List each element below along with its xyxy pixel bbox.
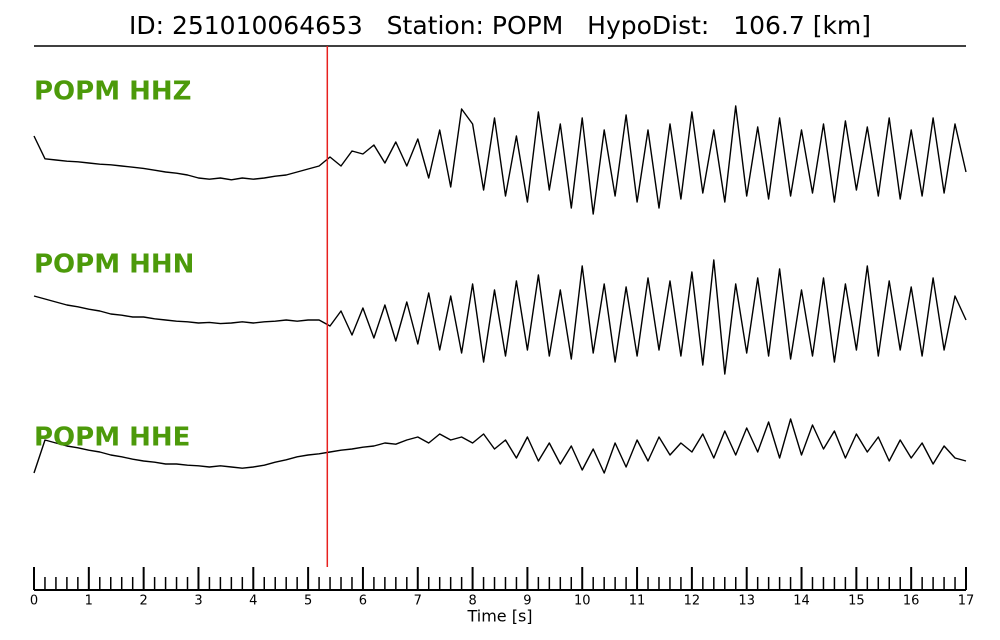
x-tick-label: 11: [629, 594, 646, 609]
x-tick-label: 13: [738, 594, 755, 609]
x-tick-label: 2: [140, 594, 148, 609]
x-tick-label: 3: [194, 594, 202, 609]
x-tick-label: 14: [793, 594, 810, 609]
x-tick-label: 5: [304, 594, 312, 609]
waveform: [33, 105, 967, 215]
x-tick-label: 9: [523, 594, 531, 609]
waveform: [33, 259, 967, 375]
x-tick-label: 15: [848, 594, 865, 609]
x-tick-label: 8: [468, 594, 476, 609]
x-tick-label: 16: [903, 594, 920, 609]
trace-label: POPM HHZ: [34, 77, 192, 107]
x-tick-label: 17: [958, 594, 975, 609]
trace-label: POPM HHN: [34, 250, 194, 280]
x-tick-label: 4: [249, 594, 257, 609]
x-axis-label: Time [s]: [466, 607, 532, 626]
chart-title: ID: 251010064653 Station: POPM HypoDist:…: [129, 11, 871, 40]
x-tick-label: 7: [414, 594, 422, 609]
x-tick-label: 10: [574, 594, 591, 609]
x-tick-label: 12: [684, 594, 701, 609]
x-tick-label: 1: [85, 594, 93, 609]
x-tick-label: 0: [30, 594, 38, 609]
x-tick-label: 6: [359, 594, 367, 609]
waveform: [33, 418, 967, 474]
trace-label: POPM HHE: [34, 423, 190, 453]
